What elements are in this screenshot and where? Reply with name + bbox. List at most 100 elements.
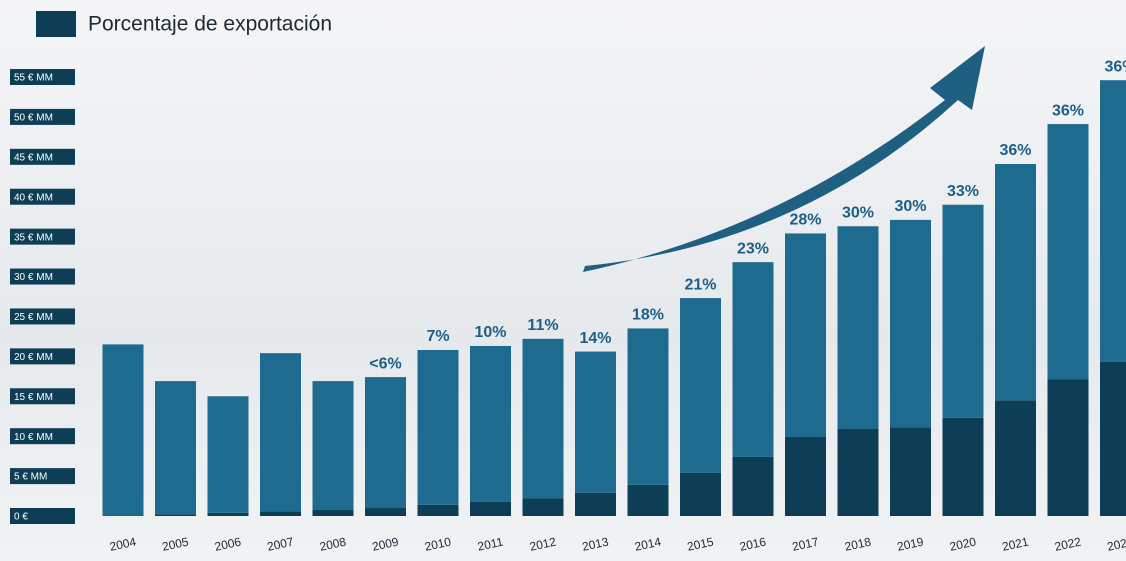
x-tick-label: 2008 — [318, 535, 347, 554]
bar-segment — [417, 349, 459, 505]
legend-label: Porcentaje de exportación — [88, 13, 332, 36]
share-label: 23% — [737, 240, 769, 257]
legend-swatch — [36, 11, 76, 37]
share-label: 11% — [527, 317, 558, 334]
bar-segment — [785, 436, 826, 516]
bar-segment — [365, 377, 406, 509]
x-tick-label: 2020 — [948, 535, 977, 554]
bar-segment — [417, 504, 459, 516]
y-tick-box — [10, 388, 75, 405]
x-tick-label: 2010 — [423, 535, 452, 554]
bar-segment — [207, 396, 249, 513]
share-label: 36% — [999, 142, 1031, 159]
y-tick-box — [10, 188, 75, 205]
x-tick-label: 2013 — [581, 535, 610, 554]
x-tick-label: 2022 — [1053, 535, 1082, 554]
bar-segment — [942, 204, 984, 418]
share-label: 7% — [426, 328, 449, 345]
bar-segment — [1047, 379, 1089, 516]
bar-segment — [837, 428, 879, 516]
x-tick-label: 2019 — [896, 535, 925, 554]
bar-segment — [732, 456, 774, 516]
bar-segment — [627, 328, 669, 485]
y-tick-box — [10, 348, 75, 365]
bar-segment — [942, 417, 984, 516]
y-tick-box — [10, 428, 75, 445]
bar-segment — [522, 498, 564, 516]
y-tick-box — [10, 69, 75, 85]
y-tick-box — [10, 108, 75, 125]
bar-segment — [155, 381, 196, 515]
share-label: 30% — [894, 198, 926, 215]
y-tick-label: 20 € MM — [14, 352, 53, 363]
y-tick-label: 55 € MM — [14, 73, 53, 84]
bar-segment — [575, 492, 616, 516]
y-tick-label: 10 € MM — [14, 432, 53, 443]
bar-segment — [995, 164, 1036, 401]
bar-segment — [680, 298, 721, 473]
share-label: 18% — [632, 307, 664, 324]
y-tick-label: 45 € MM — [14, 152, 53, 163]
bar-segment — [522, 338, 564, 499]
x-tick-label: 2018 — [843, 535, 872, 554]
y-tick-box — [10, 148, 75, 165]
x-tick-label: 2012 — [528, 535, 557, 554]
x-tick-label: 2021 — [1001, 535, 1030, 554]
y-tick-box — [10, 468, 75, 485]
bar-segment — [1047, 124, 1089, 380]
x-tick-label: 2023 — [1106, 535, 1126, 554]
bar-segment — [260, 353, 301, 512]
x-tick-label: 2017 — [791, 535, 820, 554]
bar-segment — [260, 511, 301, 516]
bar-segment — [102, 344, 144, 516]
y-tick-label: 5 € MM — [14, 472, 47, 483]
bar-segment — [575, 351, 616, 493]
bar-segment — [890, 219, 931, 428]
y-tick-label: 15 € MM — [14, 392, 53, 403]
bar-segment — [102, 515, 144, 516]
share-label: 30% — [842, 204, 874, 221]
bar-segment — [890, 427, 931, 516]
y-tick-label: 0 € — [14, 512, 28, 523]
x-tick-label: 2014 — [633, 535, 662, 554]
bar-segment — [207, 512, 249, 516]
bar-segment — [1100, 361, 1126, 516]
bar-segment — [995, 400, 1036, 516]
bar-segment — [1100, 80, 1126, 362]
bar-segment — [785, 233, 826, 437]
bar-segment — [312, 381, 354, 510]
y-tick-label: 30 € MM — [14, 272, 53, 283]
bar-segment — [365, 508, 406, 516]
x-tick-label: 2009 — [371, 535, 400, 554]
x-tick-label: 2007 — [266, 535, 295, 554]
x-tick-label: 2015 — [686, 535, 715, 554]
share-label: 36% — [1052, 102, 1084, 119]
bar-segment — [312, 509, 354, 516]
bar-segment — [470, 501, 511, 516]
share-label: 21% — [684, 276, 716, 293]
x-tick-label: 2004 — [108, 535, 137, 554]
bar-segment — [627, 484, 669, 516]
share-label: <6% — [369, 355, 401, 372]
x-tick-label: 2016 — [738, 535, 767, 554]
share-label: 14% — [579, 330, 611, 347]
share-label: 28% — [789, 212, 821, 229]
y-tick-box — [10, 508, 75, 524]
y-tick-box — [10, 308, 75, 325]
y-tick-label: 35 € MM — [14, 232, 53, 243]
y-tick-box — [10, 228, 75, 245]
x-tick-label: 2005 — [161, 535, 190, 554]
x-tick-label: 2006 — [213, 535, 242, 554]
bar-segment — [837, 226, 879, 429]
bar-segment — [732, 262, 774, 457]
share-label: 10% — [474, 324, 506, 341]
y-tick-label: 50 € MM — [14, 113, 53, 124]
share-label: 33% — [947, 183, 979, 200]
y-tick-label: 40 € MM — [14, 192, 53, 203]
bar-segment — [680, 472, 721, 516]
bar-segment — [470, 345, 511, 502]
bar-segment — [155, 514, 196, 516]
y-tick-box — [10, 268, 75, 285]
